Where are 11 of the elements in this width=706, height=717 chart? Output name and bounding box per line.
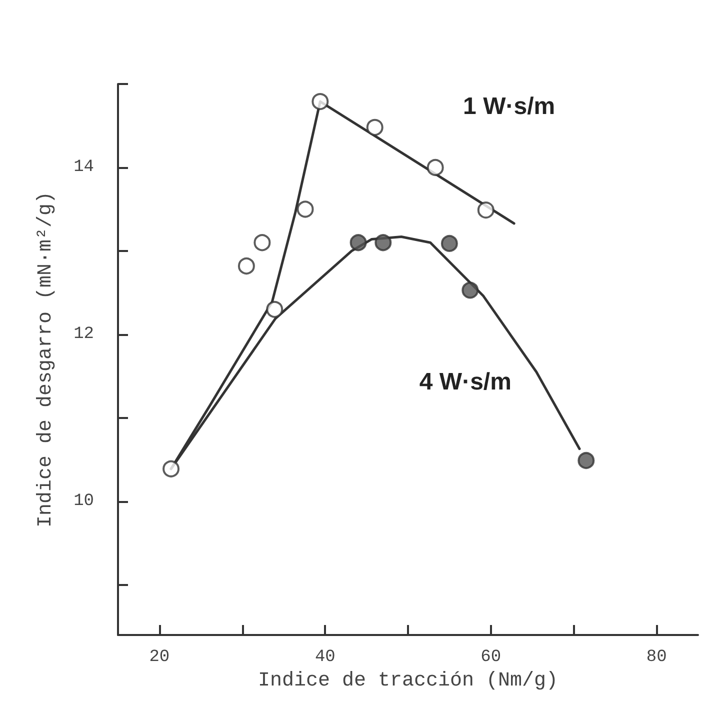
series-label: 4 W·s/m	[419, 368, 512, 396]
y-tick-label: 10	[74, 492, 94, 511]
x-tick-label: 80	[646, 648, 667, 667]
x-tick-label: 40	[314, 648, 336, 667]
x-tick-label: 20	[149, 648, 170, 667]
x-axis-title: Indice de tracción (Nm/g)	[258, 669, 558, 692]
text: 1 W·s/m	[463, 92, 556, 120]
x-tick-label: 60	[480, 648, 502, 667]
y-tick-label: 14	[74, 158, 94, 177]
y-tick-label: 12	[74, 324, 94, 344]
y-axis-title: Indice de desgarro (mN·m²/g)	[34, 191, 58, 528]
